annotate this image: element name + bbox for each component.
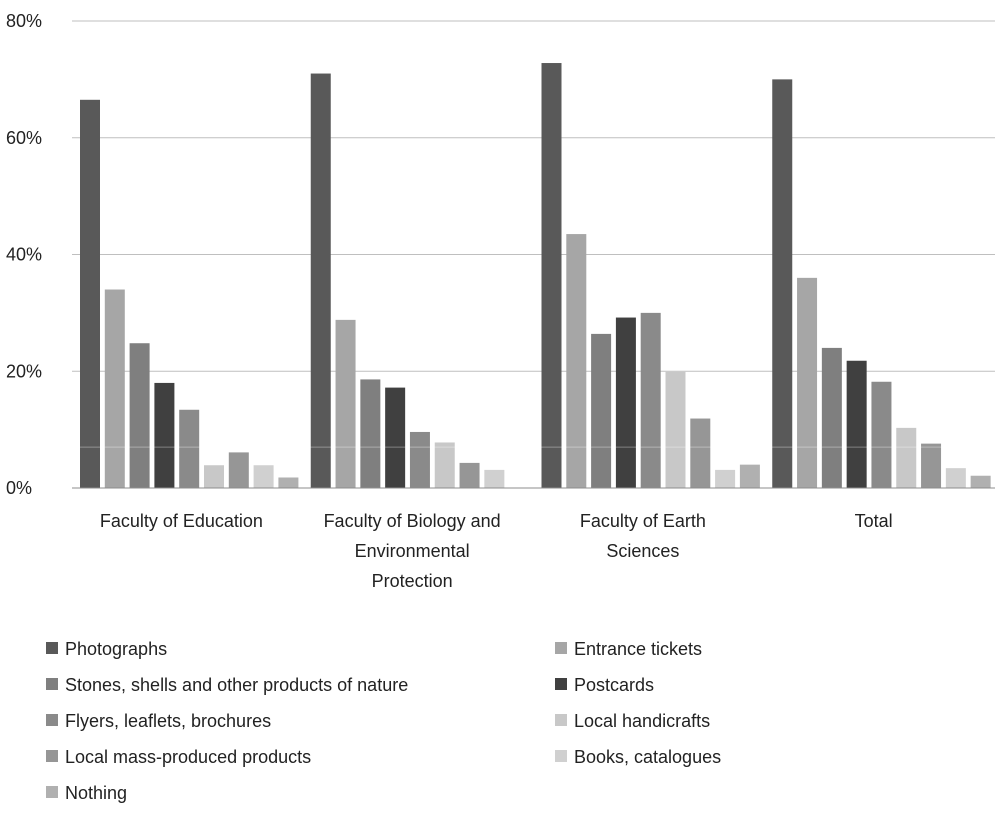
bar xyxy=(615,317,636,488)
bar xyxy=(739,464,760,488)
bar xyxy=(896,427,917,488)
bar xyxy=(541,63,562,488)
legend-item: Entrance tickets xyxy=(555,639,702,659)
legend-label: Nothing xyxy=(65,783,127,803)
category-label: Total xyxy=(855,511,893,531)
legend-swatch xyxy=(46,786,58,798)
bar xyxy=(821,347,842,488)
bar xyxy=(459,462,480,488)
legend-swatch xyxy=(555,642,567,654)
bar xyxy=(797,277,818,488)
legend-swatch xyxy=(46,678,58,690)
y-tick-label: 60% xyxy=(6,128,42,148)
bar xyxy=(846,360,867,488)
bar xyxy=(970,475,991,488)
bars xyxy=(72,63,995,489)
bar xyxy=(484,469,505,488)
bar xyxy=(715,469,736,488)
legend-swatch xyxy=(46,714,58,726)
bar xyxy=(772,79,793,488)
category-group xyxy=(80,99,299,489)
bar xyxy=(640,312,661,488)
legend-item: Stones, shells and other products of nat… xyxy=(46,675,408,695)
y-tick-label: 80% xyxy=(6,11,42,31)
category-label: Faculty of Education xyxy=(100,511,263,531)
category-label: Faculty of Earth xyxy=(580,511,706,531)
legend-item: Local mass-produced products xyxy=(46,747,311,767)
legend-item: Flyers, leaflets, brochures xyxy=(46,711,271,731)
bar xyxy=(591,333,612,488)
legend-item: Photographs xyxy=(46,639,167,659)
legend-label: Local handicrafts xyxy=(574,711,710,731)
legend-label: Entrance tickets xyxy=(574,639,702,659)
bar xyxy=(434,442,455,488)
legend-label: Local mass-produced products xyxy=(65,747,311,767)
bar xyxy=(310,73,331,488)
y-tick-label: 0% xyxy=(6,478,32,498)
legend-swatch xyxy=(555,714,567,726)
legend-label: Books, catalogues xyxy=(574,747,721,767)
bar xyxy=(104,289,125,488)
bar xyxy=(385,387,406,488)
legend-item: Postcards xyxy=(555,675,654,695)
category-group xyxy=(541,63,760,488)
legend-label: Stones, shells and other products of nat… xyxy=(65,675,408,695)
legend-label: Photographs xyxy=(65,639,167,659)
category-label: Environmental xyxy=(355,541,470,561)
category-group xyxy=(772,79,991,488)
legend-item: Local handicrafts xyxy=(555,711,710,731)
legend-swatch xyxy=(555,678,567,690)
legend-swatch xyxy=(46,642,58,654)
bar xyxy=(228,452,249,488)
category-labels: Faculty of Education Faculty of Biology a… xyxy=(100,511,893,591)
bar xyxy=(129,343,150,488)
category-label: Faculty of Biology and xyxy=(324,511,501,531)
y-tick-label: 40% xyxy=(6,245,42,265)
bar xyxy=(335,319,356,488)
bar xyxy=(80,99,100,489)
bar xyxy=(690,418,711,488)
legend-item: Nothing xyxy=(46,783,127,803)
legend-swatch xyxy=(46,750,58,762)
bar xyxy=(360,379,381,488)
legend-swatch xyxy=(555,750,567,762)
bar xyxy=(409,431,430,488)
category-group xyxy=(310,73,505,488)
bar xyxy=(665,371,686,488)
bar xyxy=(566,234,587,488)
bar xyxy=(871,381,892,488)
bar xyxy=(921,443,942,488)
bar xyxy=(278,477,299,488)
bar xyxy=(253,465,274,488)
category-label: Sciences xyxy=(606,541,679,561)
category-label: Protection xyxy=(372,571,453,591)
y-axis-tick-labels: 0% 20% 40% 60% 80% xyxy=(6,11,42,498)
gridlines xyxy=(72,20,995,372)
bar xyxy=(154,382,175,488)
legend-item: Books, catalogues xyxy=(555,747,721,767)
bar xyxy=(945,468,966,488)
bar xyxy=(204,465,224,488)
legend-label: Flyers, leaflets, brochures xyxy=(65,711,271,731)
y-tick-label: 20% xyxy=(6,361,42,381)
legend-label: Postcards xyxy=(574,675,654,695)
legend: Photographs Entrance tickets Stones, shell… xyxy=(46,639,721,803)
bar xyxy=(179,409,200,488)
